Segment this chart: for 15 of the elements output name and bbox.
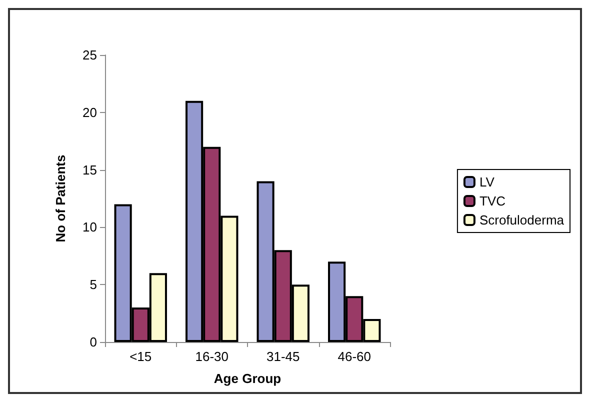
- y-tick-label: 15: [82, 162, 97, 178]
- legend-label: Scrofuloderma: [479, 212, 565, 228]
- x-tick-label: 16-30: [195, 349, 228, 364]
- x-tick-label: <15: [130, 349, 152, 364]
- x-tick-label: 31-45: [266, 349, 300, 364]
- legend-label: LV: [479, 174, 495, 190]
- y-axis-title: No of Patients: [53, 154, 68, 242]
- x-tick-label: 46-60: [338, 349, 371, 364]
- y-tick-label: 10: [82, 220, 97, 235]
- y-tick-label: 25: [82, 48, 97, 62]
- y-tick-label: 5: [90, 277, 97, 292]
- y-tick-label: 0: [90, 334, 97, 350]
- x-axis-title: Age Group: [214, 371, 282, 386]
- legend-label: TVC: [479, 194, 506, 208]
- y-tick-label: 20: [82, 104, 97, 120]
